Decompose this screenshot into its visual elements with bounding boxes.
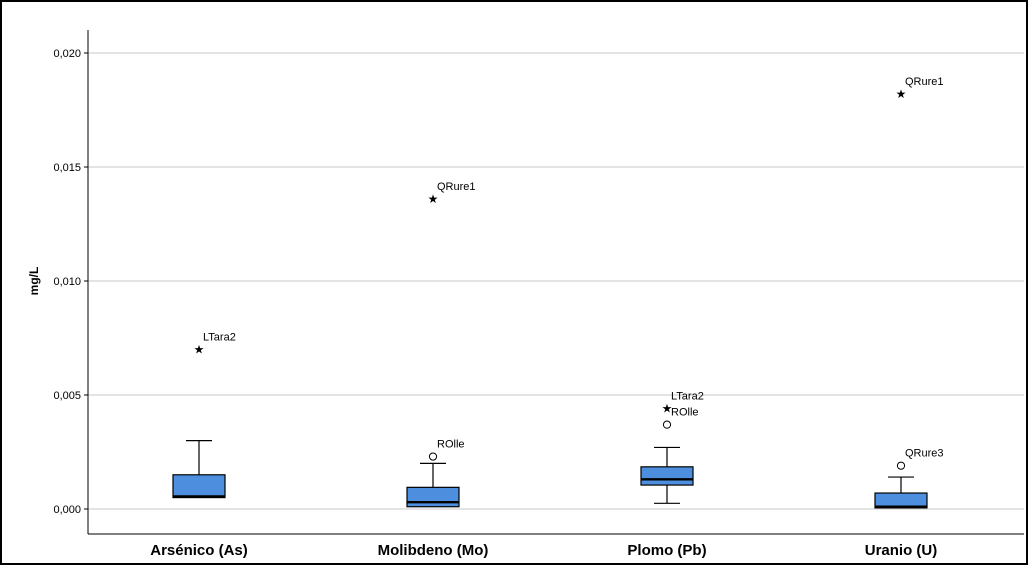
outlier-star: ★ <box>896 87 907 101</box>
category-labels: Arsénico (As) Molibdeno (Mo) Plomo (Pb) Ura… <box>150 542 937 559</box>
outlier-label: QRure1 <box>905 76 944 88</box>
iqr-box <box>640 466 694 486</box>
outlier-star: ★ <box>194 342 205 356</box>
outlier-label: ROlle <box>437 439 465 451</box>
y-tick-label: 0,005 <box>53 390 81 402</box>
box-0: ★LTara2 <box>172 331 236 499</box>
outlier-label: LTara2 <box>203 331 236 343</box>
outlier-circle <box>662 420 672 429</box>
y-tick-label: 0,000 <box>53 504 81 516</box>
box-2: ROlle★LTara2 <box>640 391 704 504</box>
outlier-circle <box>896 461 906 470</box>
outlier-label: QRure1 <box>437 181 476 193</box>
outlier-star: ★ <box>428 192 439 206</box>
gridlines <box>88 52 1024 510</box>
category-label: Uranio (U) <box>865 542 938 559</box>
y-tick-label: 0,015 <box>53 162 81 174</box>
outlier-circle <box>428 452 438 461</box>
outlier-label: ROlle <box>671 407 699 419</box>
y-tick-label: 0,020 <box>53 48 81 60</box>
iqr-box <box>406 486 460 508</box>
outlier-label: LTara2 <box>671 391 704 403</box>
category-label: Arsénico (As) <box>150 542 248 559</box>
box-1: ROlle ★QRure1 <box>406 181 476 508</box>
box-3: QRure3 ★QRure1 <box>874 76 944 509</box>
category-label: Molibdeno (Mo) <box>378 542 489 559</box>
iqr-box <box>172 474 226 499</box>
outlier-label: QRure3 <box>905 448 944 460</box>
outlier-star: ★ <box>662 402 673 416</box>
y-axis-label: mg/L <box>27 267 41 296</box>
y-tick-label: 0,010 <box>53 276 81 288</box>
category-label: Plomo (Pb) <box>627 542 706 559</box>
y-tick-labels: 0,000 0,005 0,010 0,015 0,020 <box>53 48 81 516</box>
boxes: ★LTara2ROlle★QRure1ROlle★LTara2QRure3★QR… <box>172 76 944 509</box>
axes <box>84 30 1024 535</box>
